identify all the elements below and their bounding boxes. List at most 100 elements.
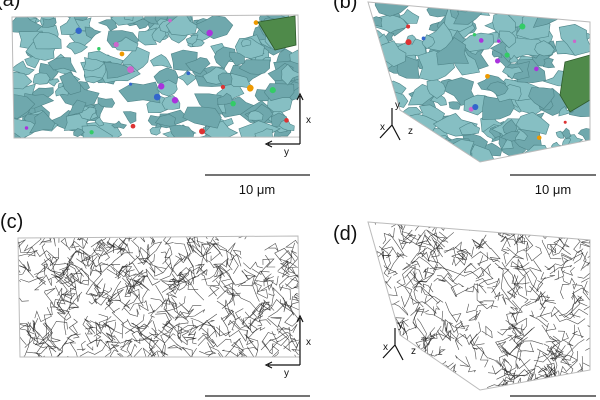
- skeleton-branch: [469, 321, 481, 346]
- skeleton-branch: [206, 236, 215, 247]
- skeleton-branch: [261, 332, 276, 351]
- skeleton-branch: [422, 283, 434, 293]
- skeleton-branch: [163, 236, 175, 245]
- panel-label: (b): [333, 0, 357, 13]
- skeleton-branch: [472, 347, 478, 360]
- skeleton-branch: [415, 353, 424, 387]
- pore: [368, 128, 379, 140]
- pore: [534, 40, 555, 57]
- skeleton-branch: [149, 284, 165, 313]
- skeleton-branch: [105, 288, 124, 314]
- axis-arrows: [264, 314, 304, 369]
- isolated-pore: [455, 149, 462, 156]
- skeleton-branch: [508, 324, 524, 340]
- pore: [182, 106, 222, 129]
- skeleton-branch: [140, 271, 148, 283]
- skeleton-branch: [84, 324, 102, 344]
- skeleton-branch: [580, 239, 590, 247]
- isolated-pore: [421, 36, 426, 41]
- skeleton-branch: [161, 343, 172, 357]
- skeleton-branch: [44, 236, 73, 237]
- pore: [149, 54, 173, 69]
- skeleton-branch: [497, 341, 521, 360]
- skeleton-branch: [40, 236, 73, 243]
- pore: [541, 2, 579, 20]
- skeleton-branch: [530, 296, 549, 306]
- skeleton-branch: [280, 296, 297, 307]
- skeleton-branch: [201, 242, 219, 246]
- skeleton-branch: [398, 238, 408, 250]
- skeleton-branch: [187, 236, 209, 245]
- skeleton-branch: [543, 343, 553, 351]
- skeleton-branch: [63, 272, 77, 289]
- pore: [426, 79, 446, 99]
- skeleton-branch: [249, 306, 270, 323]
- isolated-pore: [171, 97, 179, 104]
- pore: [12, 71, 33, 90]
- skeleton-branch: [501, 262, 519, 287]
- skeleton-branch: [272, 287, 286, 307]
- skeleton-branch: [197, 337, 216, 348]
- skeleton-branch: [159, 256, 186, 281]
- skeleton-branch: [47, 337, 61, 343]
- skeleton-branch: [545, 340, 564, 352]
- skeleton-branch: [500, 389, 508, 390]
- pore: [82, 57, 106, 72]
- skeleton-branch: [138, 300, 149, 312]
- skeleton-branch: [89, 246, 114, 259]
- pore: [369, 120, 381, 131]
- skeleton-branch: [561, 243, 571, 255]
- skeleton-branch: [177, 280, 199, 290]
- skeleton-branch: [476, 288, 498, 310]
- skeleton-branch: [95, 336, 111, 350]
- skeleton-branch: [519, 358, 533, 384]
- skeleton-branch: [76, 340, 86, 352]
- axis-label: y: [398, 320, 403, 331]
- skeleton-branch: [521, 388, 541, 390]
- skeleton-branch: [381, 254, 392, 272]
- skeleton-branch: [263, 276, 274, 290]
- skeleton-branch: [456, 246, 474, 260]
- skeleton-branch: [475, 278, 498, 285]
- skeleton-branch: [197, 269, 208, 286]
- skeleton-branch: [229, 319, 249, 341]
- pore: [229, 51, 246, 67]
- skeleton-branch: [70, 273, 89, 284]
- skeleton-branch: [94, 278, 109, 298]
- isolated-pore: [534, 66, 539, 72]
- skeleton-branch: [549, 335, 561, 359]
- pore: [426, 4, 449, 18]
- skeleton-branch: [382, 320, 394, 339]
- pore: [12, 117, 41, 138]
- isolated-pore: [247, 85, 253, 92]
- skeleton-branch: [549, 265, 573, 275]
- skeleton-branch: [550, 352, 561, 376]
- skeleton-branch: [413, 360, 425, 379]
- skeleton-branch: [126, 338, 143, 357]
- skeleton-branch: [568, 294, 581, 318]
- skeleton-branch: [38, 322, 53, 345]
- pore: [374, 2, 410, 17]
- skeleton-branch: [372, 354, 383, 371]
- axes-a: x y: [264, 92, 311, 158]
- skeleton-branch: [18, 240, 25, 265]
- pore: [448, 101, 461, 110]
- skeleton-branch: [560, 283, 570, 300]
- skeleton-branch: [121, 275, 146, 288]
- skeleton-branch: [571, 295, 588, 313]
- axis-arrows: [264, 92, 304, 148]
- skeleton-branch: [282, 297, 300, 316]
- pore: [278, 118, 295, 131]
- skeleton-branch: [197, 333, 215, 345]
- skeleton-branch: [172, 277, 177, 285]
- skeleton-branch: [200, 242, 208, 264]
- skeleton-branch: [26, 236, 42, 254]
- skeleton-branch: [251, 301, 271, 318]
- isolated-pore: [89, 130, 94, 135]
- pore: [486, 81, 509, 97]
- skeleton-branch: [494, 262, 510, 300]
- skeleton-branch: [106, 266, 124, 277]
- pore: [29, 110, 56, 134]
- skeleton-branch: [448, 320, 463, 333]
- skeleton-branch: [200, 246, 208, 272]
